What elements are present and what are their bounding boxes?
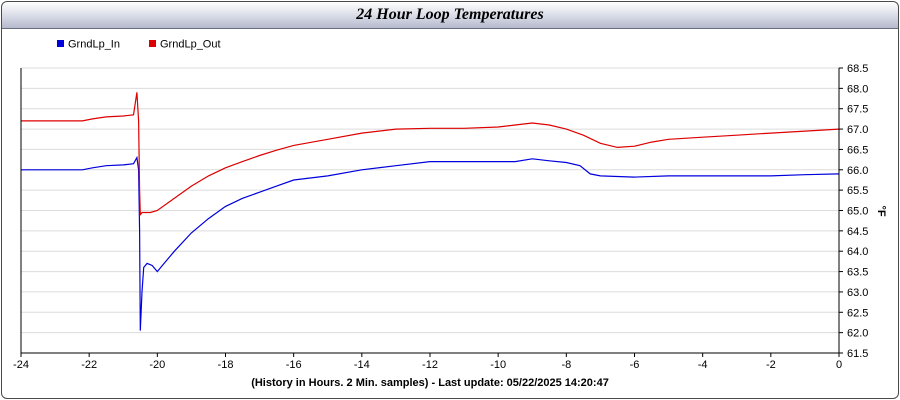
series-layer bbox=[21, 92, 840, 331]
y-tick-label: 66.0 bbox=[847, 165, 868, 177]
title-bar: 24 Hour Loop Temperatures bbox=[2, 2, 898, 29]
legend-swatch bbox=[57, 40, 64, 47]
x-tick-label: -20 bbox=[149, 359, 165, 371]
x-tick-label: -4 bbox=[698, 359, 708, 371]
x-tick-label: -22 bbox=[81, 359, 97, 371]
x-tick-label: -12 bbox=[422, 359, 438, 371]
legend-label: GrndLp_In bbox=[68, 39, 120, 51]
x-tick-label: -24 bbox=[13, 359, 29, 371]
y-tick-label: 66.5 bbox=[847, 144, 868, 156]
x-tick-label: -8 bbox=[561, 359, 571, 371]
y-tick-label: 67.0 bbox=[847, 124, 868, 136]
x-tick-label: -2 bbox=[766, 359, 776, 371]
y-tick-label: 68.0 bbox=[847, 83, 868, 95]
y-tick-label: 63.5 bbox=[847, 267, 868, 279]
y-tick-label: 64.0 bbox=[847, 246, 868, 258]
series-line-grndlp-out bbox=[21, 92, 840, 217]
legend-label: GrndLp_Out bbox=[160, 39, 221, 51]
y-tick-label: 65.0 bbox=[847, 206, 868, 218]
x-tick-label: -14 bbox=[354, 359, 370, 371]
series-line-grndlp-in bbox=[21, 155, 840, 331]
y-tick-label: 61.5 bbox=[847, 348, 868, 360]
legend: GrndLp_In GrndLp_Out bbox=[57, 39, 221, 51]
x-axis-ticks: -24 -22 -20 -18 -16 -14 -12 -10 -8 -6 -4 -2 0 bbox=[13, 353, 842, 371]
legend-item-grndlp-in: GrndLp_In bbox=[57, 39, 120, 51]
y-axis-ticks: 61.5 62.0 62.5 63.0 63.5 64.0 64.5 65.0 65.5 66.0… bbox=[839, 63, 868, 360]
y-tick-label: 68.5 bbox=[847, 63, 868, 75]
x-tick-label: 0 bbox=[836, 359, 842, 371]
y-axis-label: °F bbox=[875, 205, 887, 216]
legend-swatch bbox=[149, 40, 156, 47]
x-tick-label: -16 bbox=[286, 359, 302, 371]
x-tick-label: -6 bbox=[630, 359, 640, 371]
x-axis-label: (History in Hours. 2 Min. samples) - Las… bbox=[251, 377, 609, 389]
x-tick-label: -18 bbox=[218, 359, 234, 371]
y-tick-label: 62.5 bbox=[847, 307, 868, 319]
x-tick-label: -10 bbox=[490, 359, 506, 371]
legend-item-grndlp-out: GrndLp_Out bbox=[149, 39, 221, 51]
y-tick-label: 65.5 bbox=[847, 185, 868, 197]
chart-title: 24 Hour Loop Temperatures bbox=[356, 6, 544, 23]
y-tick-label: 63.0 bbox=[847, 287, 868, 299]
y-tick-label: 64.5 bbox=[847, 226, 868, 238]
y-tick-label: 62.0 bbox=[847, 328, 868, 340]
y-tick-label: 67.5 bbox=[847, 104, 868, 116]
